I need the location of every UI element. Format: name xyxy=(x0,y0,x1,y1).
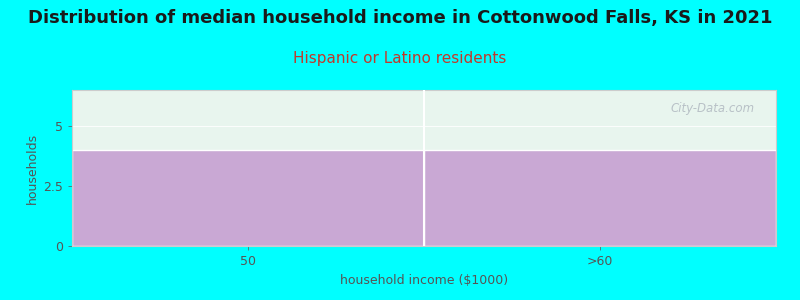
Text: City-Data.com: City-Data.com xyxy=(670,103,755,116)
Text: Hispanic or Latino residents: Hispanic or Latino residents xyxy=(294,51,506,66)
Text: Distribution of median household income in Cottonwood Falls, KS in 2021: Distribution of median household income … xyxy=(28,9,772,27)
X-axis label: household income ($1000): household income ($1000) xyxy=(340,274,508,286)
Y-axis label: households: households xyxy=(26,132,39,204)
Bar xyxy=(72,150,424,246)
Bar xyxy=(424,150,776,246)
